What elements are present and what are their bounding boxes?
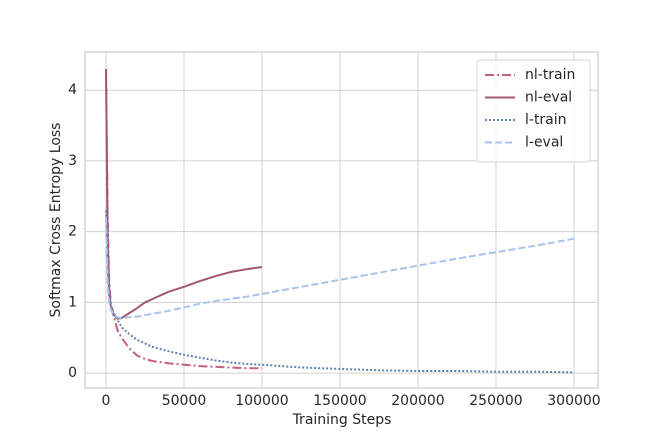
legend-label: nl-train xyxy=(525,67,575,83)
x-tick-label: 250000 xyxy=(469,393,522,409)
y-tick-label: 1 xyxy=(68,294,77,310)
x-tick-label: 200000 xyxy=(391,393,444,409)
series-line xyxy=(105,210,575,374)
x-tick-label: 50000 xyxy=(162,393,207,409)
plot-frame xyxy=(84,51,599,389)
legend-label: l-eval xyxy=(525,135,563,151)
x-tick-label: 100000 xyxy=(235,393,288,409)
series-line xyxy=(105,217,575,320)
x-tick-label: 300000 xyxy=(547,393,600,409)
y-tick-label: 2 xyxy=(68,224,77,240)
y-tick-label: 3 xyxy=(68,153,77,169)
y-axis-label: Softmax Cross Entropy Loss xyxy=(48,123,64,318)
legend-label: l-train xyxy=(525,112,567,128)
x-tick-label: 150000 xyxy=(313,393,366,409)
y-tick-label: 4 xyxy=(68,82,77,98)
legend-label: nl-eval xyxy=(525,90,572,106)
x-tick-label: 0 xyxy=(102,393,111,409)
y-tick-label: 0 xyxy=(68,365,77,381)
x-axis-label: Training Steps xyxy=(292,412,392,428)
legend-box xyxy=(476,59,591,163)
